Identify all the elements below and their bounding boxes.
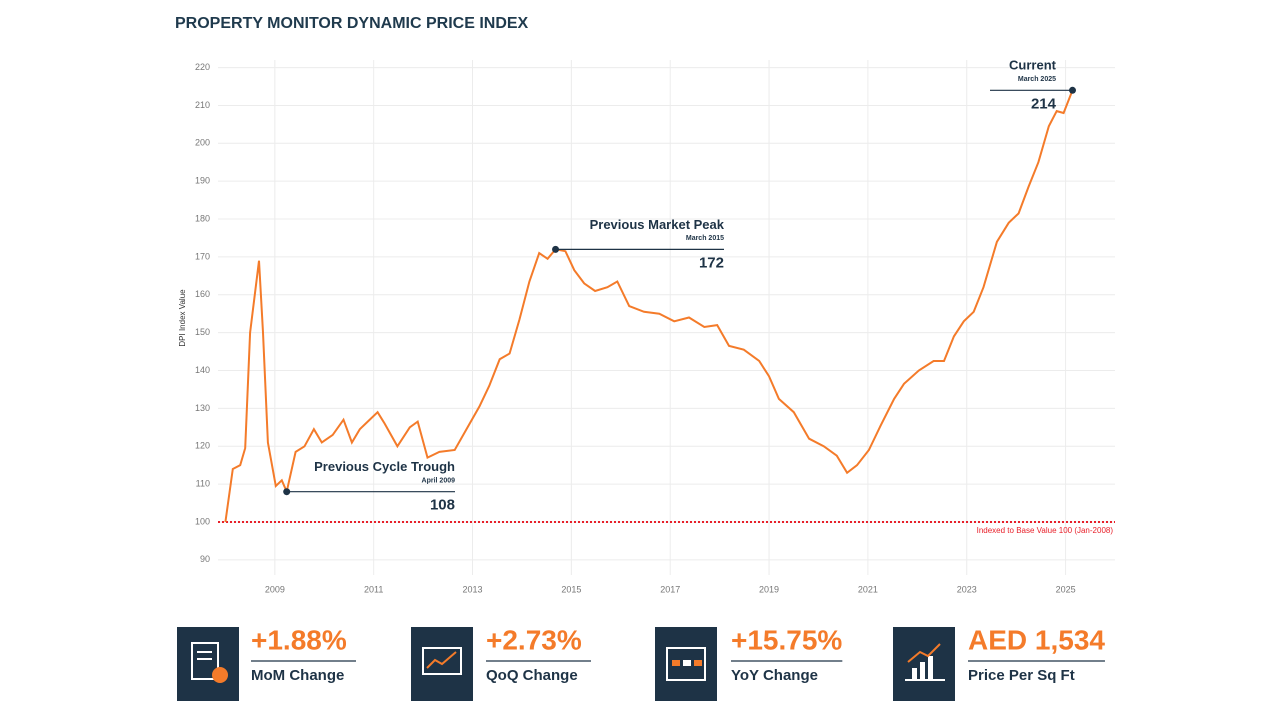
kpi-label: YoY Change [731,667,818,684]
y-tick-label: 120 [195,441,210,451]
y-tick-label: 140 [195,365,210,375]
y-tick-label: 160 [195,289,210,299]
chart-title: PROPERTY MONITOR DYNAMIC PRICE INDEX [175,15,529,32]
x-tick-label: 2017 [660,584,680,594]
icon [694,660,702,666]
annotation-label: Previous Market Peak [590,217,725,232]
icon [422,647,462,675]
y-tick-label: 210 [195,100,210,110]
icon [920,662,925,680]
icon [912,668,917,680]
kpi-label: MoM Change [251,667,344,684]
x-tick-label: 2011 [364,584,383,594]
baseline-label: Indexed to Base Value 100 (Jan-2008) [977,526,1114,535]
kpi-value: AED 1,534 [968,624,1105,655]
icon [191,642,219,680]
icon-box [177,627,239,701]
y-tick-label: 90 [200,554,210,564]
annotation-date: April 2009 [422,478,456,485]
annotation-date: March 2015 [686,235,724,242]
y-tick-label: 200 [195,138,210,148]
annotation-point [552,245,560,253]
y-tick-label: 220 [195,62,210,72]
kpi-icons [177,627,955,701]
annotation-label: Previous Cycle Trough [314,459,455,474]
icon [683,660,691,666]
kpi-value: +1.88% [251,624,347,655]
icon [928,656,933,680]
x-tick-label: 2025 [1056,584,1076,594]
y-tick-label: 130 [195,403,210,413]
x-tick-label: 2019 [759,584,779,594]
y-tick-label: 110 [196,478,210,488]
icon [672,660,680,666]
y-tick-label: 100 [195,516,210,526]
annotation-value: 172 [699,254,724,271]
y-axis-label: DPI Index Value [178,289,187,347]
annotation-point [283,488,291,496]
y-tick-label: 150 [195,327,210,337]
icon [907,643,941,663]
y-tick-label: 190 [195,176,210,186]
annotation-point [1068,86,1076,94]
kpi-value: +15.75% [731,624,842,655]
kpi-label: Price Per Sq Ft [968,667,1075,684]
annotation-value: 108 [430,497,455,514]
icon [426,651,457,669]
x-tick-label: 2009 [265,584,285,594]
kpi-label: QoQ Change [486,667,578,684]
y-tick-label: 170 [195,251,210,261]
x-tick-label: 2015 [561,584,581,594]
x-tick-label: 2021 [858,584,878,594]
x-tick-label: 2013 [463,584,483,594]
kpi-value: +2.73% [486,624,582,655]
annotation-value: 214 [1031,95,1057,112]
icon [666,647,706,681]
y-tick-label: 180 [195,213,210,223]
annotation-label: Current [1009,58,1057,73]
data-line [224,89,1074,523]
icon [212,667,228,683]
x-tick-label: 2023 [957,584,977,594]
annotation-date: March 2025 [1018,76,1056,83]
